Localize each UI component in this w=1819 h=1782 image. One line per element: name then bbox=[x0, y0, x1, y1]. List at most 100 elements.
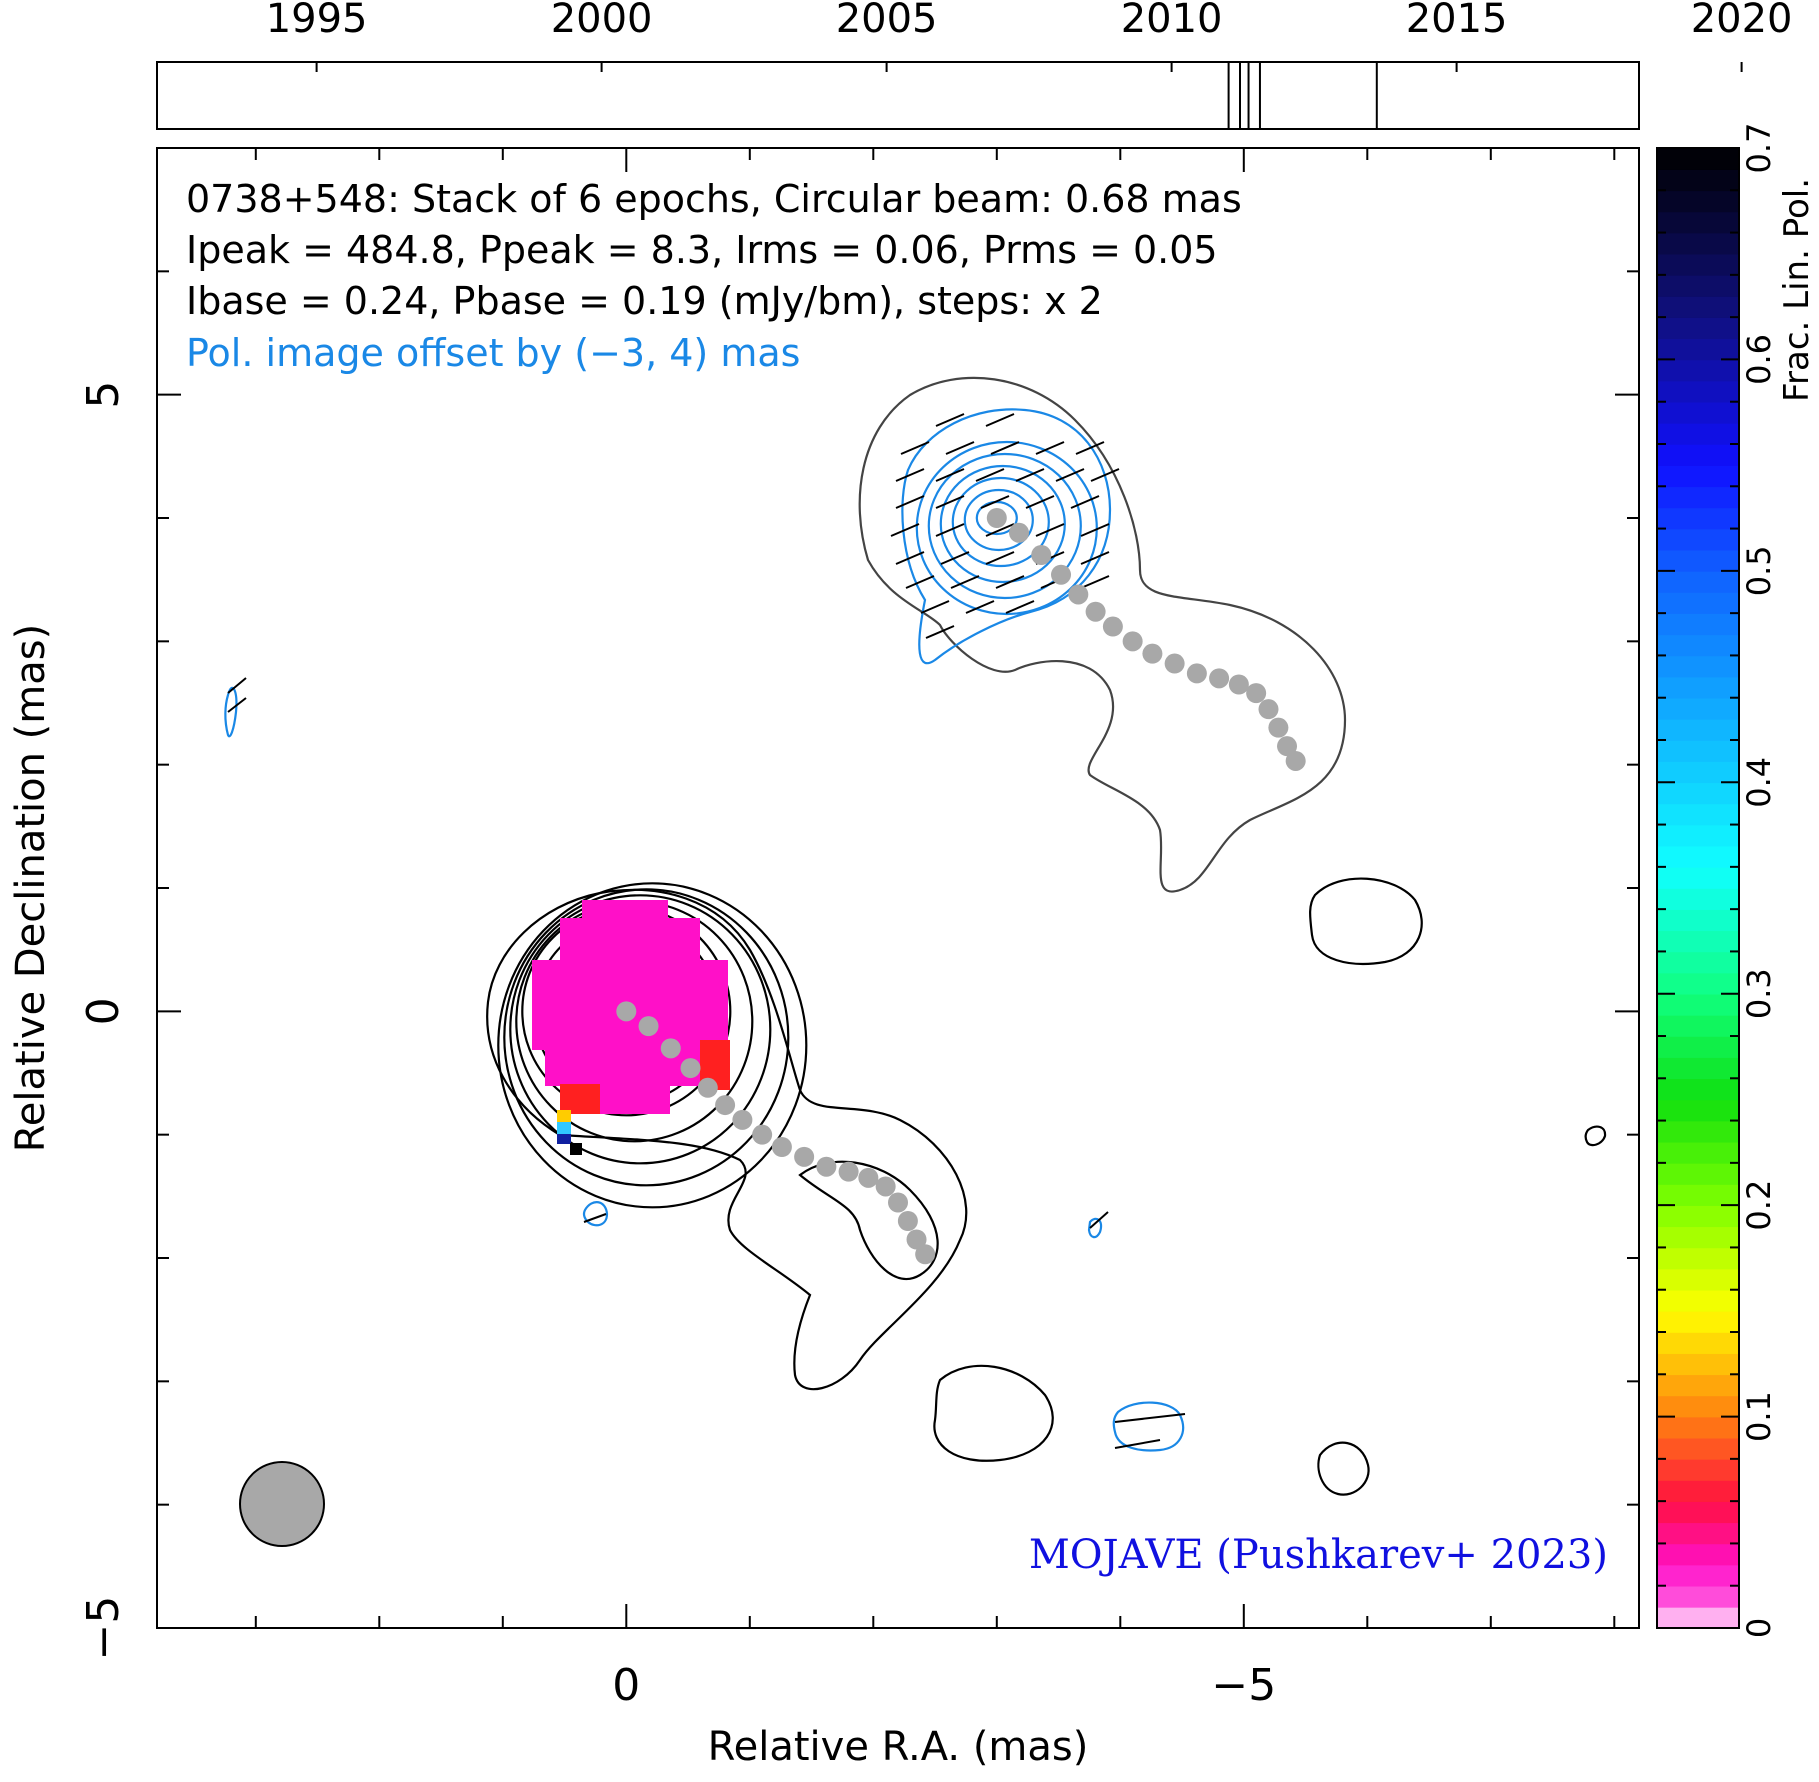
evpa-tick bbox=[1070, 495, 1100, 509]
colorbar-step bbox=[1657, 148, 1739, 170]
x-tick-labels: 0 −5 bbox=[612, 1660, 1276, 1711]
colorbar-step bbox=[1657, 930, 1739, 953]
colorbar-step bbox=[1657, 296, 1739, 318]
colorbar-step bbox=[1657, 1395, 1739, 1418]
colorbar-step bbox=[1657, 1310, 1739, 1333]
ridge-point bbox=[1142, 643, 1163, 664]
intensity-contour-lower-left-blob bbox=[933, 1364, 1054, 1462]
fpol-pixel-yellow bbox=[557, 1110, 571, 1122]
ridge-point bbox=[1258, 699, 1279, 720]
colorbar-step bbox=[1657, 1332, 1739, 1354]
colorbar-frame bbox=[1656, 147, 1740, 1629]
colorbar-step bbox=[1657, 824, 1739, 847]
evpa-tick bbox=[227, 697, 247, 713]
colorbar-step bbox=[1657, 1162, 1739, 1185]
pol-contour-small-blob bbox=[582, 1201, 609, 1227]
colorbar-step bbox=[1657, 274, 1739, 297]
pol-offset-note: Pol. image offset by (−3, 4) mas bbox=[186, 331, 800, 375]
colorbar-step bbox=[1657, 465, 1739, 488]
colorbar-ticks bbox=[1657, 147, 1739, 1629]
colorbar-step bbox=[1657, 1289, 1739, 1312]
colorbar-step bbox=[1657, 845, 1739, 868]
ridge-point bbox=[1051, 564, 1072, 585]
timeline-frame bbox=[156, 61, 1640, 130]
intensity-contour-right-blob bbox=[1317, 1441, 1370, 1496]
colorbar-step bbox=[1657, 1141, 1739, 1164]
colorbar-step bbox=[1657, 761, 1739, 784]
y-tick-label: 0 bbox=[78, 997, 129, 1025]
colorbar-step bbox=[1657, 972, 1739, 995]
colorbar-step bbox=[1657, 1078, 1739, 1101]
ridge-point bbox=[1277, 736, 1298, 757]
ridge-point bbox=[1102, 616, 1123, 637]
evpa-tick bbox=[905, 575, 935, 589]
evpa-tick bbox=[975, 468, 1005, 482]
colorbar-tick-label: 0.7 bbox=[1740, 123, 1778, 174]
evpa-tick bbox=[895, 551, 925, 565]
colorbar-step bbox=[1657, 866, 1739, 889]
y-tick-labels: 5 0 −5 bbox=[78, 381, 129, 1661]
evpa-tick bbox=[935, 468, 965, 482]
timeline-tick-label: 2020 bbox=[1691, 0, 1793, 42]
colorbar-step bbox=[1657, 888, 1739, 910]
timeline-tick-label: 2010 bbox=[1121, 0, 1223, 42]
colorbar-step bbox=[1657, 1522, 1739, 1545]
core-contour bbox=[503, 888, 790, 1187]
timeline-epoch-lines bbox=[1227, 62, 1378, 129]
colorbar-step bbox=[1657, 338, 1739, 361]
ridge-point bbox=[816, 1156, 837, 1177]
evpa-tick bbox=[1080, 551, 1110, 565]
colorbar-step bbox=[1657, 444, 1739, 466]
evpa-tick bbox=[1035, 441, 1065, 455]
colorbar-step bbox=[1657, 718, 1739, 741]
colorbar-step bbox=[1657, 1437, 1739, 1460]
fpol-pixel-block bbox=[582, 900, 668, 920]
ridge-point bbox=[1209, 668, 1230, 689]
polarization-contours bbox=[224, 408, 1185, 1452]
colorbar-step bbox=[1657, 1458, 1739, 1481]
pol-contour bbox=[915, 440, 1098, 616]
evpa-tick bbox=[1025, 495, 1055, 509]
core-contour bbox=[497, 882, 808, 1209]
colorbar-step bbox=[1657, 1268, 1739, 1291]
colorbar-step bbox=[1657, 1353, 1739, 1376]
ridge-point bbox=[1228, 674, 1249, 695]
pol-contour-outer bbox=[901, 408, 1112, 665]
ridge-point bbox=[858, 1167, 879, 1188]
ridge-point bbox=[616, 1001, 637, 1022]
ridge-point bbox=[752, 1124, 773, 1145]
ridge-point bbox=[888, 1192, 908, 1213]
y-axis-label: Relative Declination (mas) bbox=[8, 624, 54, 1152]
colorbar-step bbox=[1657, 1226, 1739, 1249]
colorbar-step bbox=[1657, 359, 1739, 382]
fpol-pixel-block bbox=[560, 918, 700, 962]
intensity-contour-outer bbox=[486, 888, 968, 1391]
colorbar-tick-label: 0.6 bbox=[1740, 334, 1778, 385]
ridge-point bbox=[897, 1211, 918, 1231]
colorbar-gradient bbox=[1657, 148, 1739, 1629]
colorbar-tick-label: 0.3 bbox=[1740, 968, 1778, 1019]
colorbar-step bbox=[1657, 1480, 1739, 1502]
evpa-tick bbox=[1035, 523, 1065, 537]
colorbar-step bbox=[1657, 528, 1739, 551]
colorbar-step bbox=[1657, 782, 1739, 805]
colorbar-step bbox=[1657, 232, 1739, 255]
pol-frame-intensity-contour bbox=[858, 376, 1347, 893]
ridge-point bbox=[638, 1016, 659, 1037]
ridge-point bbox=[1164, 653, 1185, 674]
evpa-tick bbox=[995, 575, 1025, 589]
colorbar-step bbox=[1657, 993, 1739, 1016]
colorbar-step bbox=[1657, 1585, 1739, 1608]
colorbar-step bbox=[1657, 570, 1739, 593]
evpa-tick bbox=[935, 523, 965, 537]
colorbar-step bbox=[1657, 507, 1739, 530]
x-axis-label: Relative R.A. (mas) bbox=[708, 1724, 1089, 1770]
colorbar: 0 0.1 0.2 0.3 0.4 0.5 0.6 0.7 Frac. Lin. Pol. bbox=[1656, 123, 1817, 1638]
ridge-point bbox=[1031, 545, 1052, 565]
fpol-pixel-red bbox=[560, 1084, 600, 1114]
timeline-tick-label: 2005 bbox=[836, 0, 938, 42]
pol-contour-left-blob bbox=[224, 686, 238, 738]
fpol-pixel-navy bbox=[557, 1134, 571, 1144]
